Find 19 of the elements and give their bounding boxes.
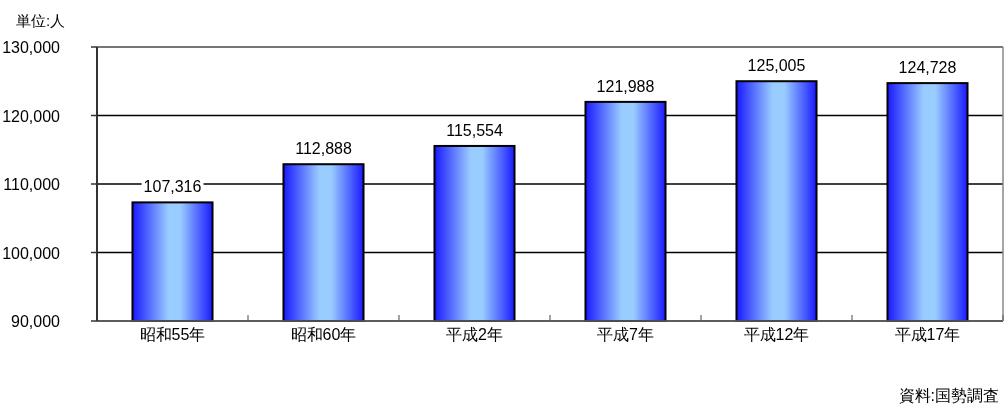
data-label: 121,988 — [596, 77, 655, 95]
y-tick-label: 130,000 — [2, 39, 61, 56]
text: 資料:国勢調査 — [898, 387, 999, 404]
data-label: 112,888 — [295, 140, 352, 158]
data-label: 115,554 — [446, 121, 503, 139]
x-tick-label: 平成12年 — [743, 326, 810, 343]
data-label: 107,316 — [143, 178, 202, 196]
data-label: 125,005 — [747, 57, 806, 75]
x-tick-label: 昭和55年 — [139, 326, 206, 343]
y-tick-label: 90,000 — [11, 313, 61, 330]
y-axis-title: 単位:人 — [16, 12, 66, 29]
data-label: 124,728 — [898, 59, 957, 77]
y-tick-label: 100,000 — [2, 244, 61, 262]
y-tick-label: 120,000 — [2, 107, 61, 125]
x-tick-label: 平成17年 — [894, 326, 961, 343]
x-tick-label: 平成2年 — [446, 326, 503, 343]
y-tick-label: 110,000 — [3, 176, 61, 193]
x-tick-label: 昭和60年 — [290, 326, 357, 343]
x-tick-label: 平成7年 — [597, 326, 654, 343]
